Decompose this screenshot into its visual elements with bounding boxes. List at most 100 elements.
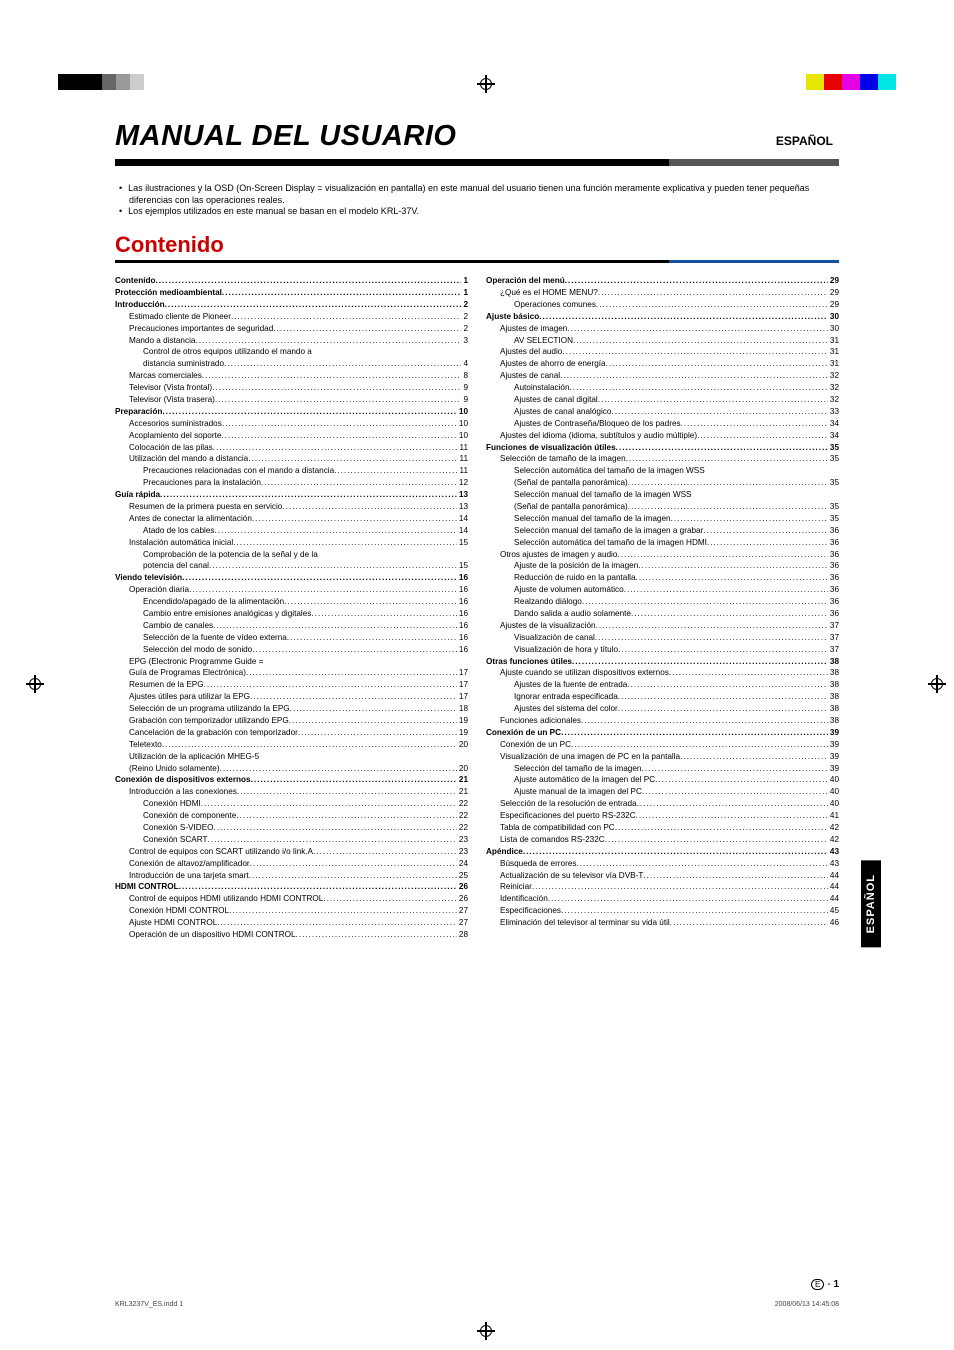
toc-entry-label: Selección del modo de sonido: [143, 644, 252, 656]
toc-entry: Colocación de las pilas 11: [115, 442, 468, 454]
toc-leader-dots: [636, 810, 828, 822]
toc-entry-label: (Señal de pantalla panorámica): [514, 501, 628, 513]
toc-entry-page: 16: [457, 572, 468, 584]
toc-entry: Conexión S-VIDEO 22: [115, 822, 468, 834]
toc-entry: Selección automática del tamaño de la im…: [486, 537, 839, 549]
toc-entry-label: Resumen de la EPG: [129, 679, 204, 691]
toc-entry-label: Mando a distancia: [129, 335, 195, 347]
toc-leader-dots: [224, 358, 461, 370]
toc-entry-page: 11: [458, 465, 469, 477]
toc-entry: Utilización de la aplicación MHEG-5: [115, 751, 468, 763]
toc-entry-page: 25: [457, 870, 468, 882]
toc-leader-dots: [237, 786, 457, 798]
toc-entry-page: 28: [457, 929, 468, 941]
toc-entry-label: Eliminación del televisor al terminar su…: [500, 917, 670, 929]
toc-leader-dots: [681, 418, 828, 430]
toc-entry-page: 35: [828, 453, 839, 465]
toc-leader-dots: [248, 453, 457, 465]
toc-leader-dots: [250, 691, 457, 703]
toc-entry-label: Ajuste HDMI CONTROL: [129, 917, 217, 929]
toc-leader-dots: [311, 608, 457, 620]
toc-entry: Conexión de un PC 39: [486, 739, 839, 751]
toc-entry-label: Actualización de su televisor vía DVB-T: [500, 870, 643, 882]
toc-entry: Mando a distancia 3: [115, 335, 468, 347]
toc-entry-page: 44: [828, 893, 839, 905]
toc-entry-page: 31: [828, 358, 839, 370]
toc-entry-label: Realzando diálogo: [514, 596, 582, 608]
toc-entry: Selección manual del tamaño de la imagen…: [486, 489, 839, 501]
toc-leader-dots: [680, 751, 828, 763]
toc-entry: Conexión de componente 22: [115, 810, 468, 822]
toc-leader-dots: [606, 358, 828, 370]
toc-leader-dots: [204, 679, 457, 691]
toc-entry-page: 42: [828, 822, 839, 834]
toc-entry: Conexión de altavoz/amplificador 24: [115, 858, 468, 870]
toc-entry-page: 21: [457, 774, 468, 786]
toc-leader-dots: [213, 620, 457, 632]
toc-entry-page: 10: [457, 418, 468, 430]
toc-entry-page: 12: [457, 477, 468, 489]
toc-entry: Resumen de la EPG 17: [115, 679, 468, 691]
toc-leader-dots: [581, 715, 828, 727]
toc-entry: Grabación con temporizador utilizando EP…: [115, 715, 468, 727]
footer-filename: KRL3237V_ES.indd 1: [115, 1301, 183, 1308]
toc-leader-dots: [251, 774, 457, 786]
toc-entry: Ajustes útiles para utilizar la EPG 17: [115, 691, 468, 703]
toc-leader-dots: [655, 774, 828, 786]
toc-leader-dots: [155, 275, 461, 287]
toc-entry-page: 44: [828, 870, 839, 882]
toc-entry: Operación de un dispositivo HDMI CONTROL…: [115, 929, 468, 941]
toc-entry-page: 35: [828, 477, 839, 489]
page-content: MANUAL DEL USUARIO ESPAÑOL Las ilustraci…: [115, 120, 839, 1290]
toc-leader-dots: [189, 584, 457, 596]
toc-leader-dots: [215, 394, 462, 406]
toc-entry-label: Conexión de un PC: [486, 727, 561, 739]
toc-entry-page: 35: [828, 513, 839, 525]
toc-leader-dots: [273, 323, 461, 335]
toc-entry-page: 19: [457, 727, 468, 739]
toc-entry-label: Selección manual del tamaño de la imagen: [514, 513, 671, 525]
toc-entry: Eliminación del televisor al terminar su…: [486, 917, 839, 929]
toc-entry-page: 10: [457, 430, 468, 442]
toc-leader-dots: [561, 905, 828, 917]
toc-entry: Actualización de su televisor vía DVB-T …: [486, 870, 839, 882]
toc-leader-dots: [627, 679, 828, 691]
toc-entry-label: Atado de los cables: [143, 525, 214, 537]
toc-leader-dots: [636, 572, 828, 584]
toc-entry-label: Selección manual del tamaño de la imagen…: [514, 525, 703, 537]
toc-entry: Especificaciones 45: [486, 905, 839, 917]
toc-entry-label: Cambio de canales: [143, 620, 213, 632]
toc-entry: (Señal de pantalla panorámica) 35: [486, 477, 839, 489]
toc-leader-dots: [236, 810, 457, 822]
toc-leader-dots: [246, 667, 457, 679]
toc-leader-dots: [231, 311, 461, 323]
toc-entry-label: Otras funciones útiles: [486, 656, 572, 668]
toc-entry-label: Búsqueda de errores: [500, 858, 576, 870]
toc-entry: Realzando diálogo 36: [486, 596, 839, 608]
toc-entry: Funciones adicionales 38: [486, 715, 839, 727]
toc-entry-page: 34: [828, 430, 839, 442]
toc-leader-dots: [229, 905, 457, 917]
toc-entry-label: Identificación: [500, 893, 548, 905]
toc-entry-page: 22: [457, 810, 468, 822]
toc-entry-label: Reiniciar: [500, 881, 532, 893]
toc-entry-label: (Reino Unido solamente): [129, 763, 220, 775]
toc-leader-dots: [561, 727, 828, 739]
toc-entry-page: 36: [828, 608, 839, 620]
toc-entry-page: 37: [828, 620, 839, 632]
toc-entry: Visualización de canal 37: [486, 632, 839, 644]
toc-entry: distancia suministrado 4: [115, 358, 468, 370]
toc-entry-page: 31: [828, 346, 839, 358]
toc-entry-page: 30: [828, 311, 839, 323]
toc-entry: Selección de tamaño de la imagen 35: [486, 453, 839, 465]
toc-entry-label: Utilización de la aplicación MHEG-5: [129, 751, 259, 763]
toc-leader-dots: [611, 406, 827, 418]
toc-entry-label: Selección de la resolución de entrada: [500, 798, 637, 810]
toc-entry-label: Ajuste manual de la imagen del PC: [514, 786, 642, 798]
toc-entry-page: 38: [828, 656, 839, 668]
toc-entry-label: ¿Qué es el HOME MENU?: [500, 287, 598, 299]
toc-entry-page: 16: [457, 596, 468, 608]
toc-entry-page: 44: [828, 881, 839, 893]
toc-entry-label: Encendido/apagado de la alimentación: [143, 596, 284, 608]
toc-entry-label: Acoplamiento del soporte: [129, 430, 221, 442]
